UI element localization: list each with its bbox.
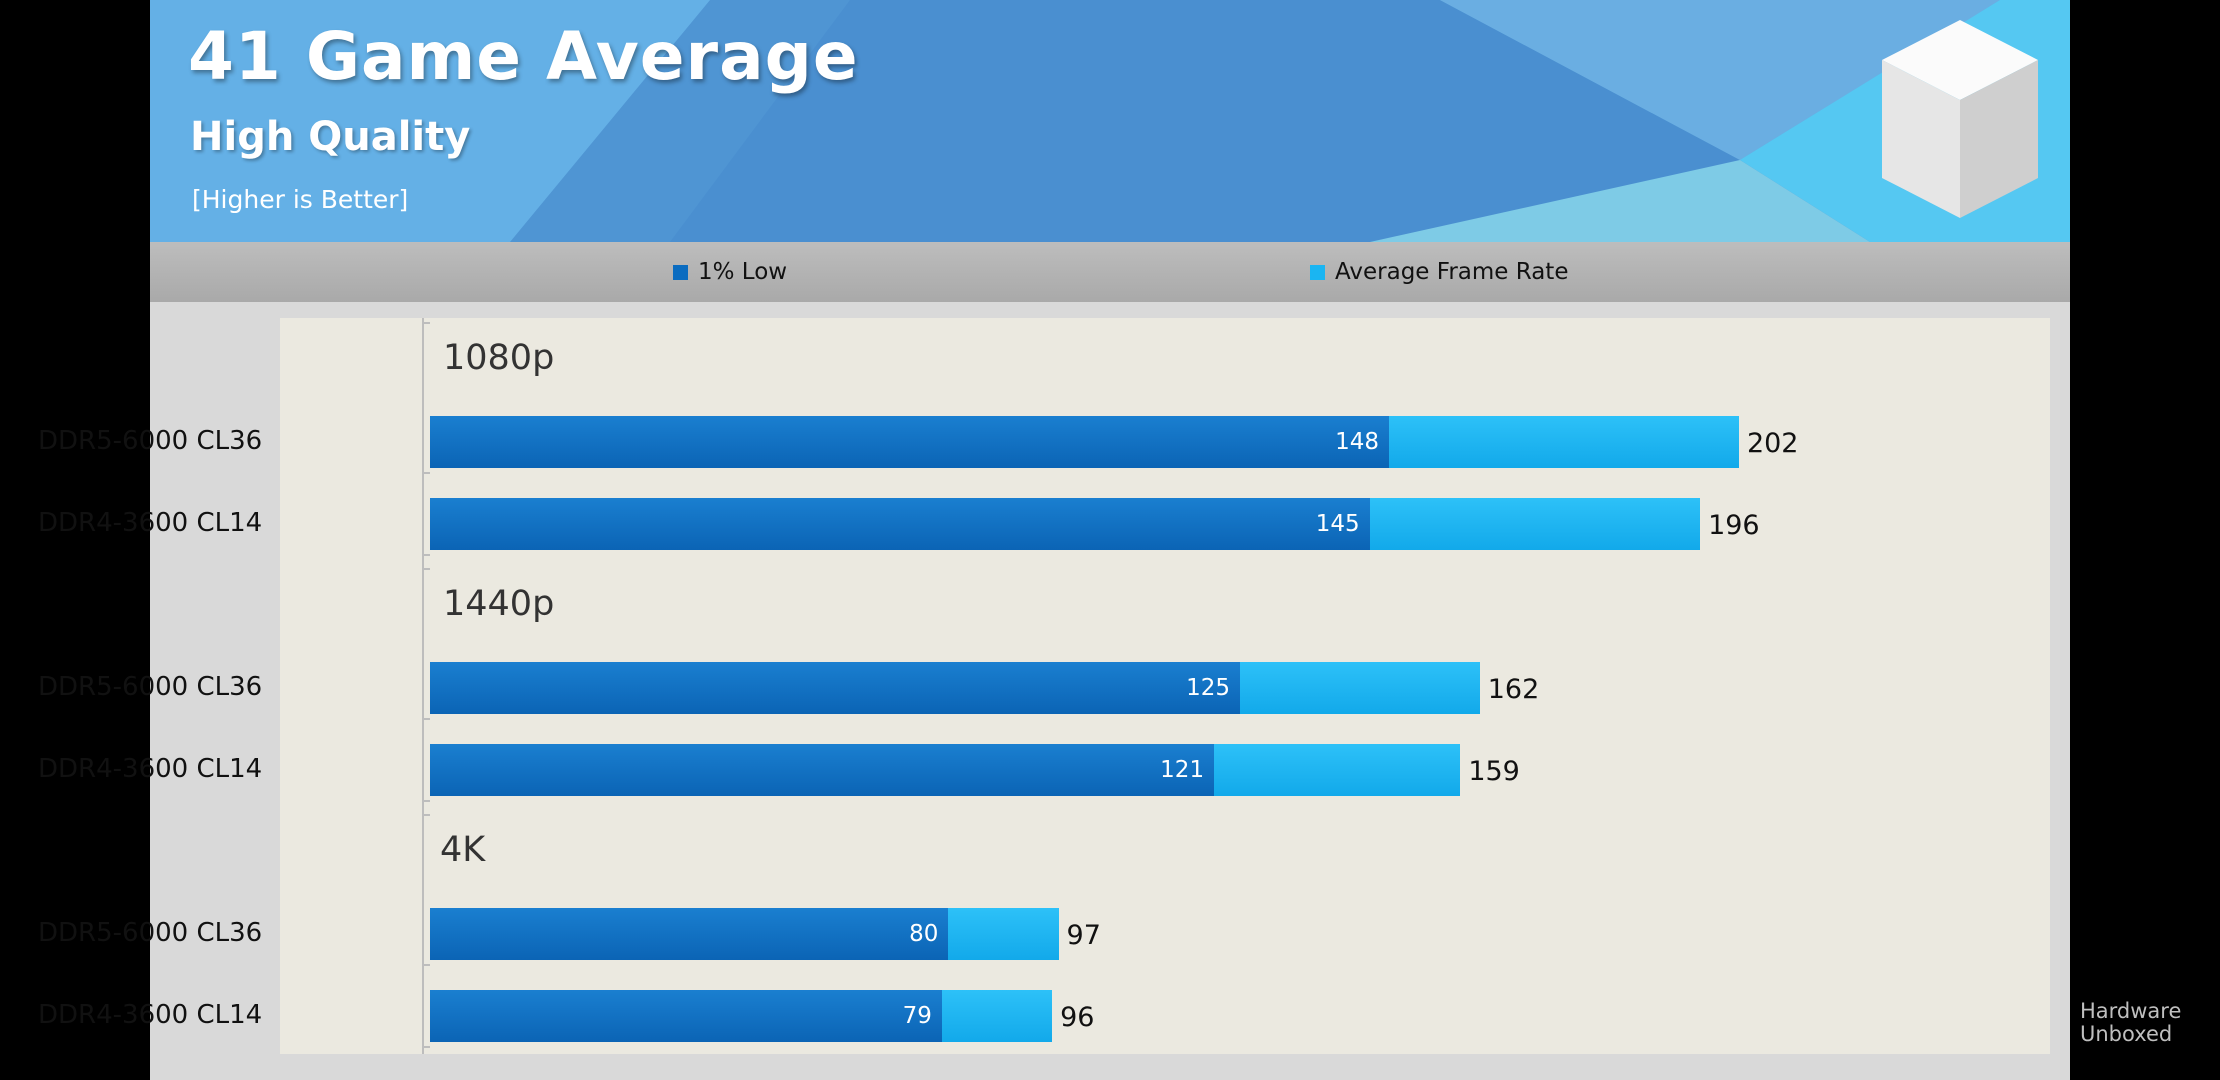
row-label-2-1: DDR4-3600 CL14 xyxy=(38,1000,263,1030)
axis-tick-group-1 xyxy=(422,568,430,570)
legend-label-avg: Average Frame Rate xyxy=(1335,259,1569,285)
bar-low-0-0 xyxy=(430,416,1390,468)
legend-item-avg: Average Frame Rate xyxy=(1310,258,1568,286)
cube-logo-icon xyxy=(1882,20,2038,218)
legend: 1% Low Average Frame Rate xyxy=(150,242,2070,302)
axis-tick-0-1 xyxy=(422,554,430,556)
avg-value-label-0-0: 202 xyxy=(1746,428,1799,459)
chart-note: [Higher is Better] xyxy=(192,185,409,214)
axis-tick-group-0 xyxy=(422,322,430,324)
low-value-label-1-0: 125 xyxy=(1186,675,1230,701)
legend-swatch-low xyxy=(673,264,688,280)
y-axis-line xyxy=(422,318,424,1054)
low-value-label-2-0: 80 xyxy=(909,921,939,947)
legend-swatch-avg xyxy=(1310,264,1325,280)
watermark-line-2: Unboxed xyxy=(2080,1022,2173,1046)
axis-tick-0-0 xyxy=(422,472,430,474)
row-label-1-1: DDR4-3600 CL14 xyxy=(38,754,263,784)
chart-subtitle: High Quality xyxy=(190,114,471,160)
low-value-label-0-1: 145 xyxy=(1315,511,1360,537)
bar-low-2-1 xyxy=(430,990,942,1042)
axis-tick-1-1 xyxy=(422,800,430,802)
header-banner: 41 Game Average High Quality [Higher is … xyxy=(150,0,2070,242)
axis-tick-2-0 xyxy=(422,964,430,966)
axis-tick-group-2 xyxy=(422,814,430,816)
axis-tick-2-1 xyxy=(422,1046,430,1048)
bar-low-0-1 xyxy=(430,498,1370,550)
group-label-0: 1080p xyxy=(443,338,555,378)
axis-tick-1-0 xyxy=(422,718,430,720)
row-label-0-1: DDR4-3600 CL14 xyxy=(38,508,263,538)
watermark: Hardware Unboxed xyxy=(2080,1000,2181,1046)
chart-title: 41 Game Average xyxy=(188,18,859,95)
avg-value-label-1-1: 159 xyxy=(1468,756,1520,787)
bar-low-2-0 xyxy=(430,908,949,960)
avg-value-label-2-0: 97 xyxy=(1066,920,1101,951)
row-label-0-0: DDR5-6000 CL36 xyxy=(38,426,263,456)
low-value-label-1-1: 121 xyxy=(1160,757,1205,783)
legend-label-low: 1% Low xyxy=(698,259,788,285)
group-label-1: 1440p xyxy=(443,584,555,624)
row-label-2-0: DDR5-6000 CL36 xyxy=(38,918,263,948)
watermark-line-1: Hardware xyxy=(2080,999,2182,1023)
legend-item-low: 1% Low xyxy=(673,258,787,286)
avg-value-label-0-1: 196 xyxy=(1708,510,1760,541)
group-label-2: 4K xyxy=(440,830,486,870)
avg-value-label-1-0: 162 xyxy=(1487,674,1540,705)
row-label-1-0: DDR5-6000 CL36 xyxy=(38,672,263,702)
low-value-label-2-1: 79 xyxy=(902,1003,932,1029)
low-value-label-0-0: 148 xyxy=(1335,429,1380,455)
avg-value-label-2-1: 96 xyxy=(1060,1002,1095,1033)
bar-low-1-1 xyxy=(430,744,1215,796)
bar-low-1-0 xyxy=(430,662,1240,714)
